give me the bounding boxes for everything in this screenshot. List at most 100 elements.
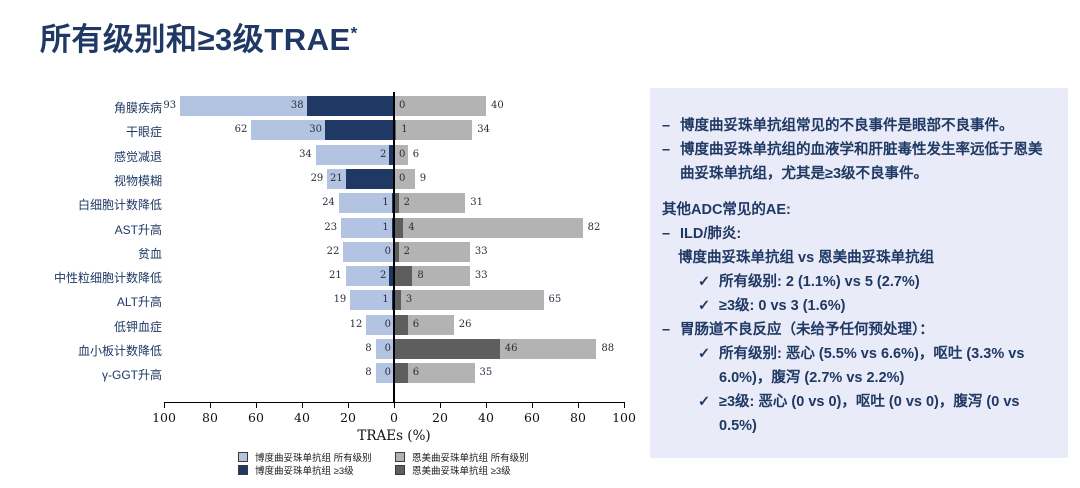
value-label-left-all: 8 (365, 367, 372, 379)
panel-check-item: 所有级别: 恶心 (5.5% vs 6.6%)，呕吐 (3.3% vs 6.0%… (662, 342, 1054, 390)
category-label: 视物模糊 (113, 173, 162, 188)
value-label-right-all: 33 (474, 245, 488, 257)
axis-tick-label: 20 (340, 410, 356, 425)
legend-swatch-left-grade3 (238, 464, 248, 475)
bar-left-grade3 (306, 96, 394, 116)
bar-right-all-grade (394, 193, 466, 214)
panel-dash-item: ILD/肺炎: (662, 222, 1054, 246)
bar-right-grade3 (394, 290, 401, 311)
axis-tick-label: 100 (152, 410, 176, 425)
bar-right-grade3 (394, 339, 500, 359)
bar-left-grade3 (389, 266, 394, 287)
legend-label: 恩美曲妥珠单抗组 ≥3级 (412, 465, 511, 477)
bar-left-all-grade (315, 144, 394, 165)
value-label-left-all: 62 (234, 124, 248, 136)
panel-check-item: ≥3级: 恶心 (0 vs 0)，呕吐 (0 vs 0)，腹泻 (0 vs 0.… (662, 390, 1054, 438)
value-label-right-all: 82 (587, 221, 601, 233)
value-label-right-grade3: 4 (408, 221, 415, 233)
category-label: 贫血 (137, 246, 162, 261)
legend-item: 恩美曲妥珠单抗组 ≥3级 (395, 464, 511, 477)
bar-right-all-grade (394, 266, 470, 287)
axis-tick-label: 40 (294, 410, 310, 425)
bar-right-grade3 (394, 241, 399, 262)
zero-axis-line (393, 92, 395, 402)
legend-item: 博度曲妥珠单抗组 ≥3级 (238, 464, 354, 477)
value-label-right-all: 88 (601, 343, 615, 354)
value-label-left-all: 12 (349, 318, 363, 330)
value-label-left-grade3: 0 (384, 343, 391, 354)
value-label-left-all: 19 (333, 294, 347, 306)
axis-tick-label: 60 (524, 410, 540, 425)
bar-left-grade3 (391, 217, 394, 238)
value-label-left-all: 23 (324, 221, 338, 233)
value-label-right-all: 9 (419, 172, 427, 184)
value-label-right-grade3: 0 (399, 100, 406, 111)
page-title: 所有级别和≥3级TRAE* (40, 14, 358, 59)
axis-tick-label: 40 (478, 410, 494, 425)
axis-tick (394, 402, 395, 408)
axis-tick-label: 80 (202, 410, 218, 425)
value-label-left-all: 22 (326, 245, 340, 257)
value-label-left-all: 8 (365, 343, 372, 354)
axis-tick-label: 60 (248, 410, 264, 425)
legend-label: 恩美曲妥珠单抗组 所有级别 (412, 452, 529, 464)
value-label-left-grade3: 21 (329, 172, 343, 184)
value-label-left-grade3: 1 (382, 294, 389, 306)
value-label-left-grade3: 0 (384, 367, 391, 379)
legend-label: 博度曲妥珠单抗组 所有级别 (255, 452, 372, 464)
bar-right-grade3 (394, 266, 413, 287)
value-label-right-grade3: 2 (403, 245, 410, 257)
value-label-right-grade3: 6 (412, 318, 420, 330)
axis-tick (348, 402, 349, 408)
bar-left-grade3 (345, 168, 394, 189)
value-label-right-all: 40 (491, 100, 504, 111)
axis-tick (578, 402, 579, 408)
category-label: 角膜疾病 (113, 101, 162, 115)
bar-right-grade3 (394, 193, 399, 214)
value-label-left-all: 21 (328, 270, 342, 282)
axis-tick (302, 402, 303, 408)
value-label-right-all: 34 (477, 124, 490, 136)
bar-left-grade3 (325, 120, 394, 141)
legend-swatch-left-all (238, 451, 248, 462)
value-label-right-all: 31 (470, 197, 484, 209)
axis-tick (164, 402, 165, 408)
category-label: 血小板计数降低 (77, 344, 162, 358)
value-label-right-grade3: 3 (405, 294, 413, 306)
bar-right-grade3 (394, 217, 404, 238)
value-label-right-all: 65 (548, 294, 562, 306)
panel-dash-item: 博度曲妥珠单抗组的血液学和肝脏毒性发生率远低于恩美曲妥珠单抗组，尤其是≥3级不良… (662, 138, 1054, 186)
axis-tick (440, 402, 441, 408)
value-label-right-grade3: 46 (504, 343, 518, 354)
value-label-right-all: 33 (474, 270, 488, 282)
bar-right-grade3 (394, 120, 397, 141)
value-label-left-all: 29 (310, 172, 324, 184)
value-label-left-grade3: 1 (382, 197, 389, 209)
summary-panel: 博度曲妥珠单抗组常见的不良事件是眼部不良事件。博度曲妥珠单抗组的血液学和肝脏毒性… (650, 88, 1068, 458)
value-label-right-grade3: 0 (399, 148, 406, 160)
bar-right-all-grade (394, 290, 544, 311)
value-label-left-grade3: 1 (382, 221, 389, 233)
category-label: 感觉减退 (113, 149, 162, 164)
value-label-right-grade3: 8 (417, 270, 424, 282)
category-label: ALT升高 (116, 295, 162, 310)
axis-tick (532, 402, 533, 408)
value-label-left-all: 24 (322, 197, 335, 209)
panel-check-item: ≥3级: 0 vs 3 (1.6%) (662, 294, 1054, 318)
bar-left-all-grade (375, 363, 394, 384)
bar-right-all-grade (394, 363, 475, 384)
category-label: 中性粒细胞计数降低 (53, 271, 162, 286)
category-label: 白细胞计数降低 (77, 198, 162, 213)
trae-chart: 角膜疾病 93 38 0 40 干眼症 62 30 1 34 感觉减退 34 2 0 6 视物模糊 29 21 0 9… (53, 92, 636, 477)
category-label: 低钾血症 (113, 319, 162, 334)
panel-sub-line: 博度曲妥珠单抗组 vs 恩美曲妥珠单抗组 (678, 250, 935, 266)
x-axis-title: TRAEs (%) (357, 428, 431, 444)
axis-tick (486, 402, 487, 408)
bar-right-all-grade (394, 168, 415, 189)
title-superscript: * (350, 23, 358, 43)
panel-dash-item: 胃肠道不良反应（未给予任何预处理）： (662, 318, 1054, 342)
bar-left-all-grade (366, 314, 394, 335)
value-label-left-grade3: 2 (380, 148, 387, 160)
bar-right-all-grade (394, 96, 486, 116)
